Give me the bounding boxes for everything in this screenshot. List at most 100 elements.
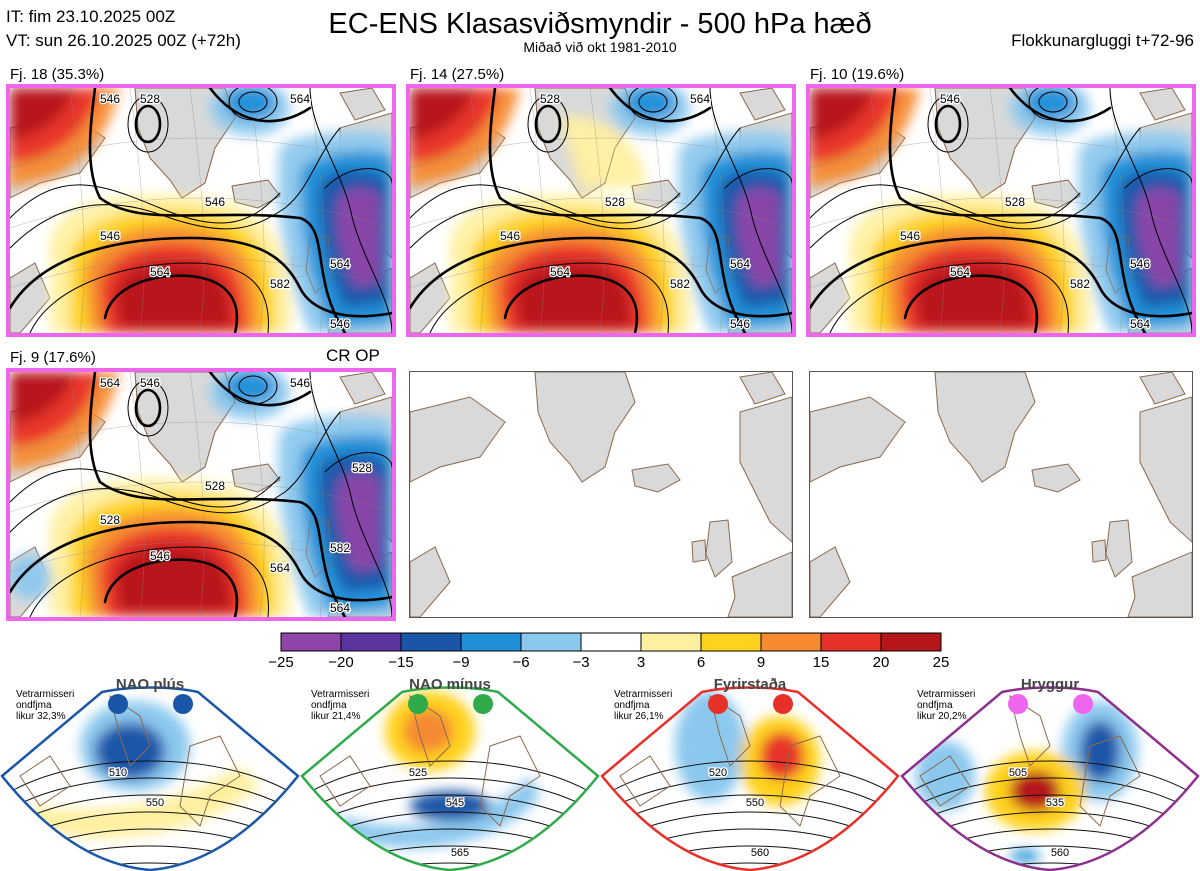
landmass: [810, 372, 1192, 617]
contour-label: 528: [540, 92, 560, 106]
contour-label: 528: [352, 461, 372, 475]
contour-label: 564: [270, 561, 290, 575]
colorbar-tick-label: −9: [452, 654, 470, 671]
cluster-map-1: 528 546 546 564 582 564 546 564 546: [6, 84, 396, 337]
contour-label: 564: [1130, 317, 1150, 331]
regime-contour-label: 525: [409, 767, 427, 779]
contour-label: 546: [1130, 257, 1150, 271]
landmass: [410, 372, 792, 617]
regime-map-1: 510 550: [0, 686, 300, 871]
colorbar-tick-label: −20: [328, 654, 354, 671]
regime-marker-dot: [773, 694, 793, 714]
colorbar-bin-9: [820, 632, 882, 652]
colorbar-bin-7: [700, 632, 762, 652]
cluster-1-label: Fj. 18 (35.3%): [10, 66, 105, 83]
contour-label: 546: [140, 376, 160, 390]
regime-contour-label: 565: [451, 847, 469, 859]
regime-contour-label: 545: [446, 797, 464, 809]
regime-contour-label: 505: [1009, 767, 1027, 779]
colorbar-tick-label: 6: [696, 654, 706, 671]
colorbar-bin-4: [520, 632, 582, 652]
contour-label: 582: [270, 277, 290, 291]
colorbar-tick-label: −6: [512, 654, 530, 671]
regime-contour-label: 560: [1051, 847, 1069, 859]
regime-marker-dot: [173, 694, 193, 714]
contour-label: 564: [950, 265, 970, 279]
regime-2-name: NAO mínus: [409, 676, 491, 693]
colorbar-bin-3: [460, 632, 522, 652]
regime-3-name: Fyrirstaða: [713, 676, 787, 693]
cluster-2-label: Fj. 14 (27.5%): [410, 66, 505, 83]
regime-map-4: 505 535 560: [900, 686, 1200, 871]
regime-4-name: Hryggur: [1020, 676, 1080, 693]
contour-label: 546: [100, 229, 120, 243]
regime-marker-dot: [473, 694, 493, 714]
regime-3-info: Vetrarmisseri ondfjma likur 26,1%: [614, 689, 673, 722]
regime-marker-dot: [1073, 694, 1093, 714]
colorbar-bin-5: [580, 632, 642, 652]
height-contours: [10, 88, 392, 333]
height-contours: [410, 88, 792, 333]
regime-1-name: NAO plús: [115, 676, 185, 693]
contour-label: 546: [730, 317, 750, 331]
contour-label: 546: [100, 92, 120, 106]
contour-label: 528: [1005, 195, 1025, 209]
regime-marker-dot: [1008, 694, 1028, 714]
contour-label: 564: [730, 257, 750, 271]
colorbar-tick-label: 20: [872, 654, 890, 671]
colorbar-ticks: −25 −20 −15 −9 −6 −3 3 6 9 15 20 25: [268, 654, 949, 674]
contour-label: 528: [605, 195, 625, 209]
cluster-map-3: 546 528 546 564 582 546 564: [806, 84, 1196, 337]
init-time: IT: fim 23.10.2025 00Z: [6, 7, 176, 26]
contour-label: 564: [690, 92, 710, 106]
colorbar-tick-label: −3: [572, 654, 590, 671]
colorbar-tick-label: 15: [812, 654, 830, 671]
contour-label: 528: [205, 479, 225, 493]
colorbar-tick-label: 9: [756, 654, 766, 671]
contour-label: 546: [940, 92, 960, 106]
contour-label: 546: [900, 229, 920, 243]
colorbar-bin-10: [880, 632, 942, 652]
regime-contour-label: 550: [746, 797, 764, 809]
regime-contour-label: 550: [146, 797, 164, 809]
contour-label: 582: [1070, 277, 1090, 291]
contour-label: 564: [330, 257, 350, 271]
cluster-4-label: Fj. 9 (17.6%): [10, 349, 96, 366]
contour-label: 564: [550, 265, 570, 279]
regime-4-info: Vetrarmisseri ondfjma likur 20,2%: [917, 689, 976, 722]
contour-label: 528: [140, 92, 160, 106]
regime-1-info: Vetrarmisseri ondfjma likur 32,3%: [16, 689, 75, 722]
contour-label: 546: [290, 376, 310, 390]
contour-label: 564: [330, 601, 350, 615]
colorbar-bin-8: [760, 632, 822, 652]
valid-time: VT: sun 26.10.2025 00Z (+72h): [6, 31, 241, 50]
cluster-map-4: 546 528 528 546 564 582 564 546 564 528: [6, 368, 396, 621]
contour-label: 564: [100, 376, 120, 390]
height-contours: [10, 372, 392, 617]
cr-op-label: CR OP: [326, 346, 380, 365]
contour-label: 546: [205, 195, 225, 209]
regime-map-3: 520 550 560: [600, 686, 900, 871]
regime-maps: 510 550 525 545 565 520 550 560 505 535 560: [0, 686, 1200, 871]
classification-window: Flokkunargluggi t+72-96: [1011, 31, 1194, 50]
colorbar-tick-label: 25: [932, 654, 950, 671]
colorbar-tick-label: −25: [268, 654, 294, 671]
regime-2-info: Vetrarmisseri ondfjma likur 21,4%: [311, 689, 370, 722]
colorbar-bin-0: [280, 632, 342, 652]
cluster-3-label: Fj. 10 (19.6%): [810, 66, 905, 83]
regime-contour-label: 520: [709, 767, 727, 779]
contour-label: 528: [100, 513, 120, 527]
contour-label: 582: [670, 277, 690, 291]
contour-label: 546: [150, 549, 170, 563]
colorbar-bin-2: [400, 632, 462, 652]
colorbar-tick-label: −15: [388, 654, 414, 671]
contour-label: 564: [290, 92, 310, 106]
contour-label: 546: [500, 229, 520, 243]
contour-label: 546: [330, 317, 350, 331]
colorbar-bin-1: [340, 632, 402, 652]
regime-contour-label: 560: [751, 847, 769, 859]
empty-map-1: [409, 371, 793, 618]
regime-marker-dot: [108, 694, 128, 714]
regime-marker-dot: [408, 694, 428, 714]
height-contours: [810, 88, 1192, 333]
